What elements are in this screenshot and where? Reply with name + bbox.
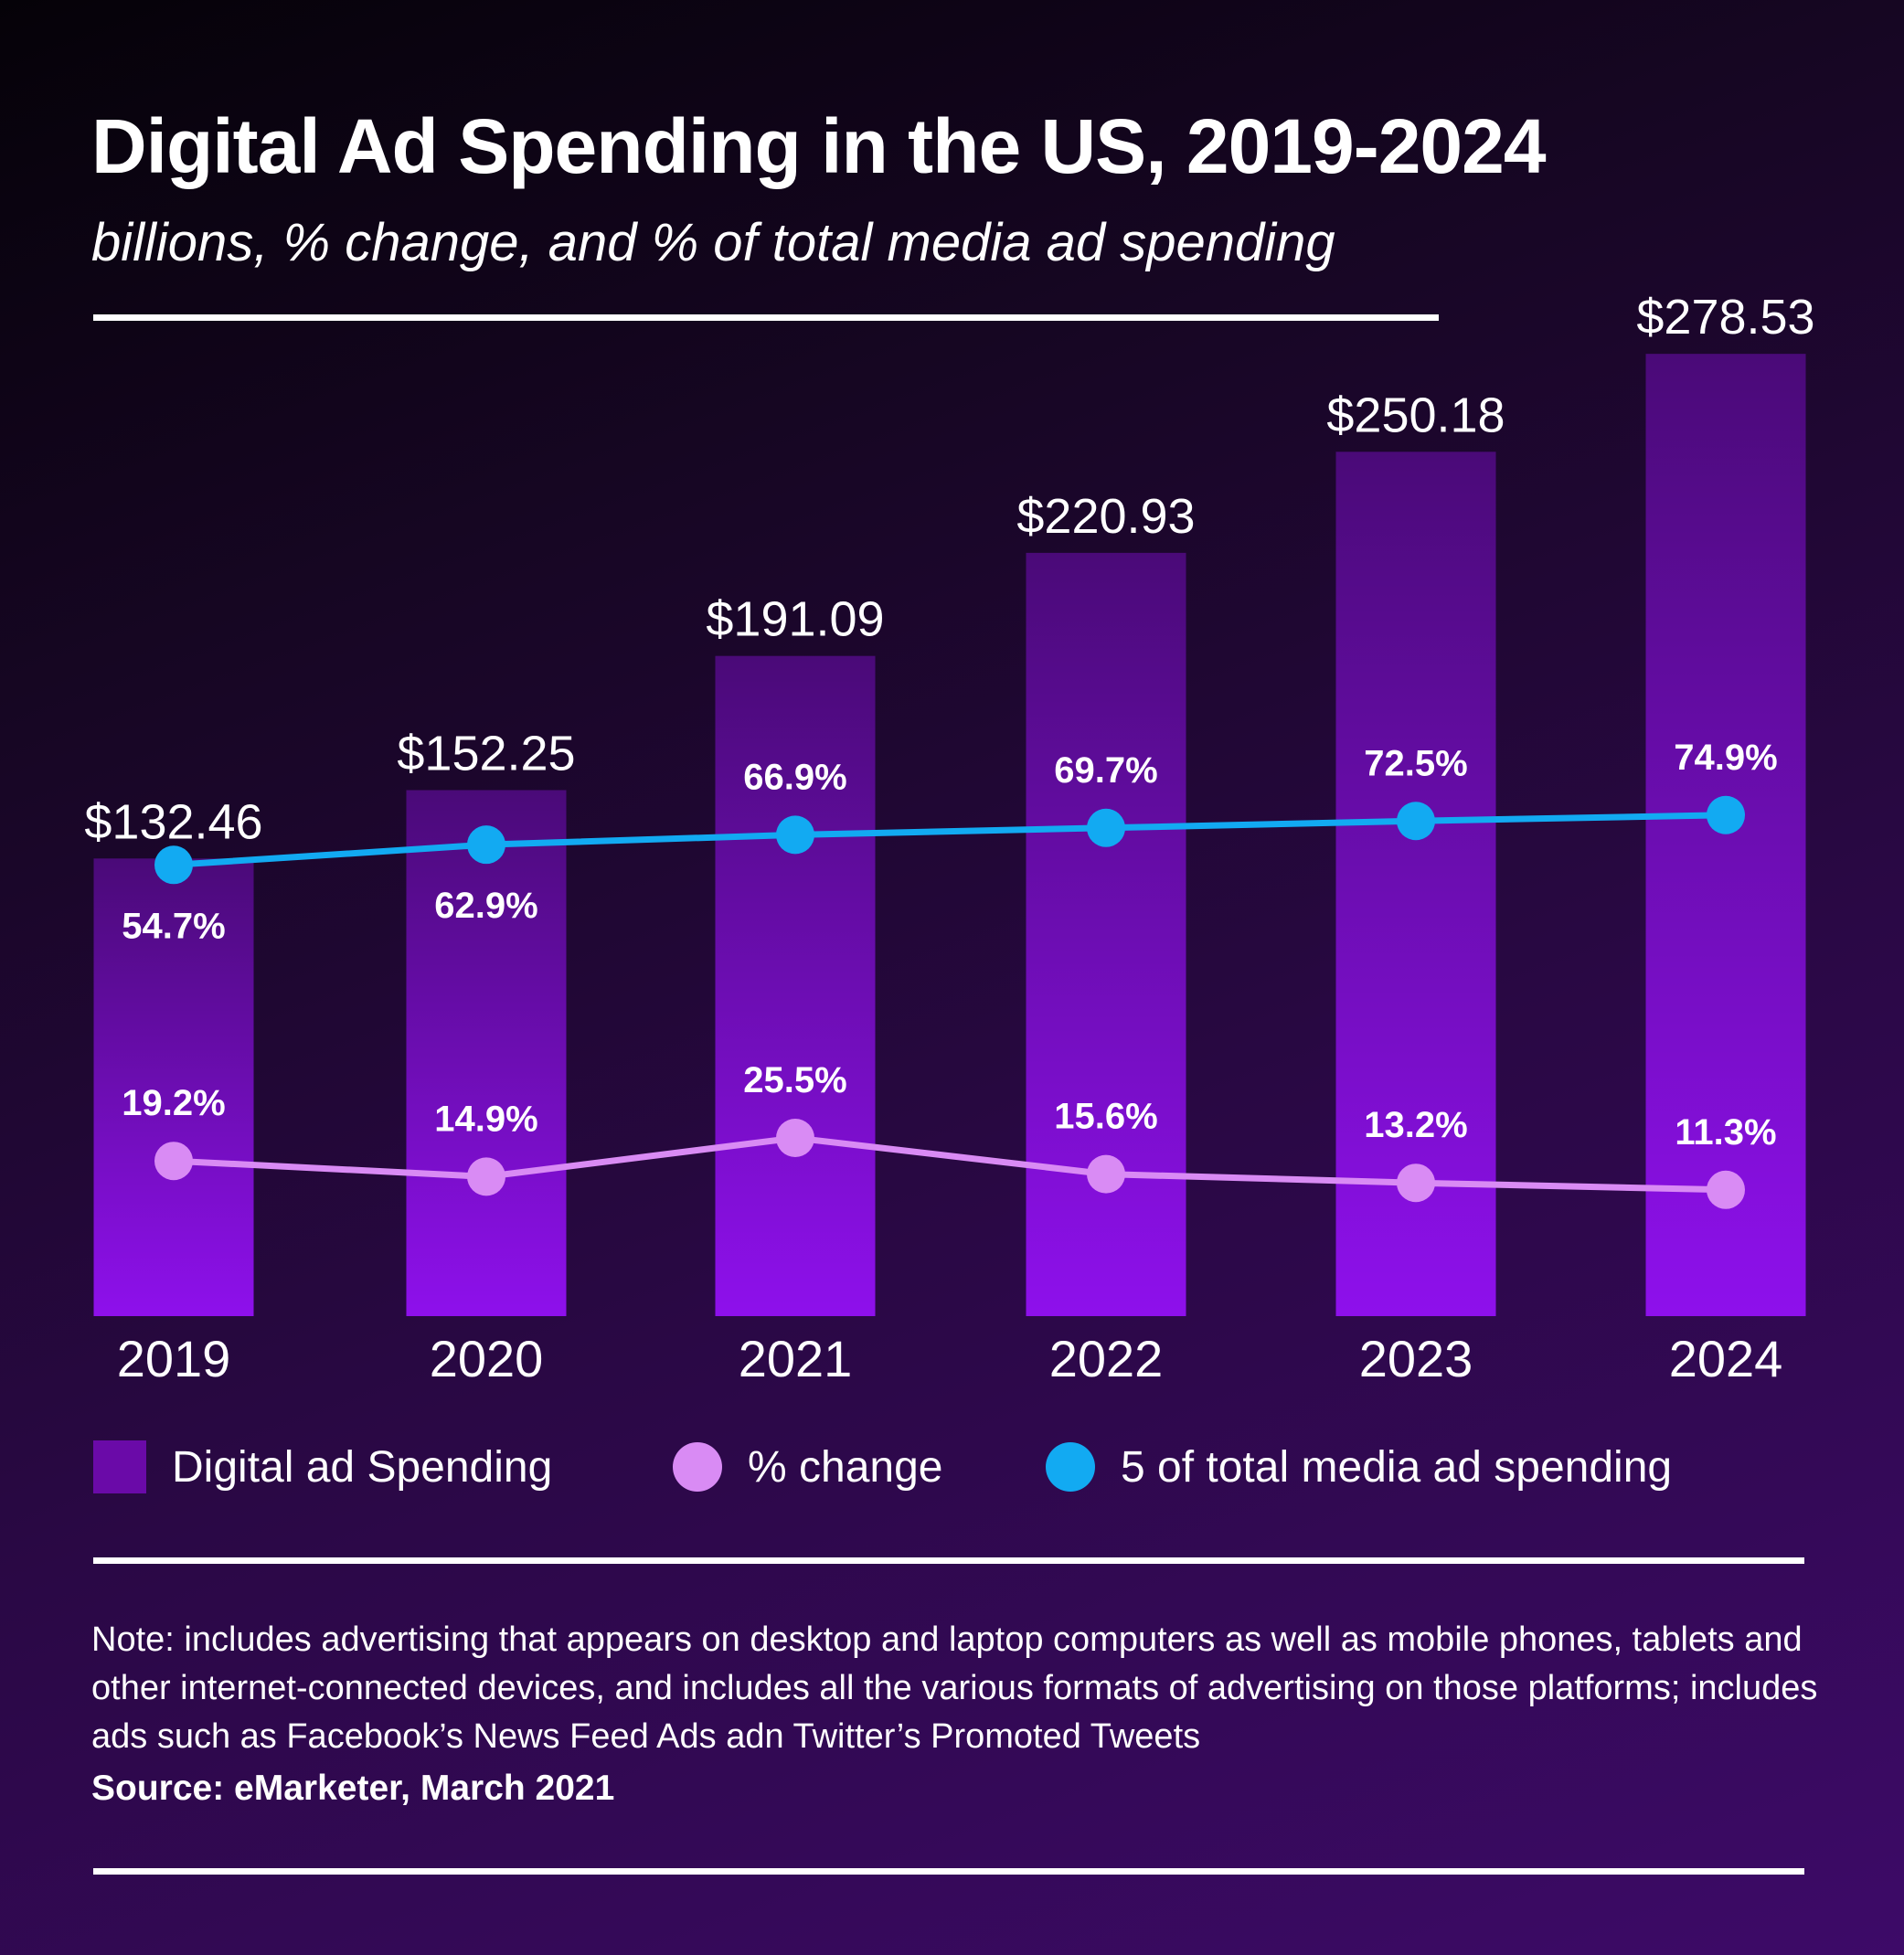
x-tick-label-2020: 2020 bbox=[430, 1330, 544, 1387]
change-label-2020: 14.9% bbox=[434, 1099, 537, 1139]
bar-2024 bbox=[1645, 354, 1806, 1316]
legend-label-change: % change bbox=[748, 1442, 943, 1492]
change-label-2019: 19.2% bbox=[122, 1083, 225, 1123]
x-tick-label-2023: 2023 bbox=[1359, 1330, 1473, 1387]
change-line bbox=[173, 1134, 1727, 1194]
lines-layer bbox=[154, 795, 1745, 1209]
share-label-2024: 74.9% bbox=[1674, 738, 1777, 778]
change-point-2023 bbox=[1397, 1163, 1435, 1203]
share-label-2023: 72.5% bbox=[1364, 743, 1467, 783]
change-label-2024: 11.3% bbox=[1675, 1112, 1776, 1153]
source-text: Source: eMarketer, March 2021 bbox=[91, 1769, 615, 1808]
change-point-2020 bbox=[467, 1157, 505, 1196]
x-tick-label-2024: 2024 bbox=[1669, 1330, 1783, 1387]
x-tick-label-2022: 2022 bbox=[1049, 1330, 1164, 1387]
change-label-2021: 25.5% bbox=[743, 1060, 846, 1100]
chart-area: $132.46 2019 $152.25 2020 $191.09 2021 $220.93… bbox=[84, 290, 1814, 1387]
share-point-2021 bbox=[776, 815, 814, 855]
labels-layer: $132.46 2019 $152.25 2020 $191.09 2021 $220.93… bbox=[84, 290, 1814, 1387]
bar-value-label-2019: $132.46 bbox=[84, 794, 262, 849]
bar-2019 bbox=[93, 858, 254, 1316]
bar-value-label-2024: $278.53 bbox=[1636, 290, 1814, 345]
change-point-2024 bbox=[1707, 1170, 1745, 1209]
chart-title: Digital Ad Spending in the US, 2019-2024 bbox=[91, 103, 1547, 189]
bar-value-label-2020: $152.25 bbox=[397, 726, 575, 781]
legend-item-spending: Digital ad Spending bbox=[93, 1435, 552, 1499]
legend: Digital ad Spending % change 5 of total … bbox=[91, 1435, 1828, 1499]
legend-divider bbox=[93, 1557, 1804, 1564]
legend-item-change: % change bbox=[673, 1435, 943, 1499]
legend-swatch-change bbox=[673, 1442, 722, 1492]
footnote: Note: includes advertising that appears … bbox=[91, 1620, 1818, 1756]
title-divider bbox=[93, 314, 1439, 321]
share-point-2023 bbox=[1397, 802, 1435, 841]
share-label-2021: 66.9% bbox=[743, 757, 846, 797]
share-point-2022 bbox=[1087, 808, 1125, 847]
change-label-2022: 15.6% bbox=[1054, 1097, 1157, 1137]
legend-label-share: 5 of total media ad spending bbox=[1121, 1442, 1673, 1492]
change-label-2023: 13.2% bbox=[1364, 1105, 1467, 1145]
change-point-2021 bbox=[776, 1119, 814, 1157]
share-point-2020 bbox=[467, 825, 505, 865]
share-point-2024 bbox=[1707, 795, 1745, 834]
chart-subtitle: billions, % change, and % of total media… bbox=[91, 213, 1335, 272]
change-point-2019 bbox=[154, 1142, 193, 1181]
share-label-2022: 69.7% bbox=[1054, 750, 1157, 791]
share-point-2019 bbox=[154, 845, 193, 885]
legend-label-spending: Digital ad Spending bbox=[172, 1442, 553, 1492]
x-tick-label-2019: 2019 bbox=[117, 1330, 231, 1387]
bar-value-label-2022: $220.93 bbox=[1016, 489, 1195, 544]
bar-2021 bbox=[715, 655, 876, 1316]
bar-value-label-2023: $250.18 bbox=[1326, 388, 1505, 442]
legend-item-share: 5 of total media ad spending bbox=[1046, 1435, 1672, 1499]
change-point-2022 bbox=[1087, 1154, 1125, 1194]
share-label-2019: 54.7% bbox=[122, 906, 225, 946]
legend-swatch-share bbox=[1046, 1442, 1095, 1492]
share-line bbox=[173, 812, 1727, 868]
bars-layer bbox=[93, 354, 1806, 1317]
legend-swatch-spending bbox=[93, 1440, 146, 1493]
bar-2020 bbox=[406, 790, 567, 1316]
bar-2022 bbox=[1026, 552, 1186, 1316]
x-tick-label-2021: 2021 bbox=[739, 1330, 853, 1387]
share-label-2020: 62.9% bbox=[434, 886, 537, 926]
bottom-divider bbox=[93, 1868, 1804, 1875]
bar-value-label-2021: $191.09 bbox=[706, 592, 884, 647]
